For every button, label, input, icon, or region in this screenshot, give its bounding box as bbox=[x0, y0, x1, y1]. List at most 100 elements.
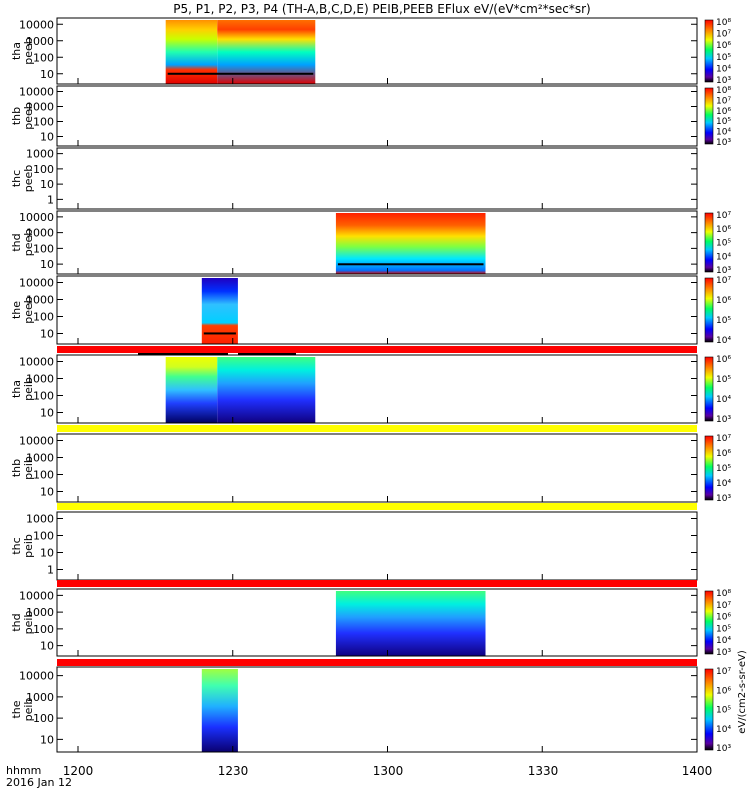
y-tick-label: 10000 bbox=[19, 589, 54, 602]
colorbar bbox=[704, 356, 714, 422]
y-axis-label: the bbox=[10, 700, 23, 718]
status-bar-yellow-2 bbox=[57, 503, 697, 510]
colorbar-tick-label: 10⁶ bbox=[716, 355, 731, 365]
colorbar-tick-label: 10⁴ bbox=[716, 64, 731, 74]
y-tick-label: 1 bbox=[47, 564, 54, 577]
panel-frame bbox=[56, 85, 698, 147]
colorbar-tick-label: 10⁵ bbox=[716, 624, 731, 634]
y-tick-label: 10000 bbox=[19, 670, 54, 683]
colorbar bbox=[704, 668, 714, 751]
colorbar-tick-label: 10⁵ bbox=[716, 375, 731, 385]
x-tick-label: 1200 bbox=[63, 764, 94, 778]
potential-trace bbox=[337, 263, 484, 266]
colorbar-tick-label: 10³ bbox=[716, 76, 731, 86]
y-axis-label: thc bbox=[10, 537, 23, 554]
y-tick-label: 1000 bbox=[26, 148, 54, 161]
panel-frame bbox=[56, 147, 698, 210]
y-axis-label: peeb bbox=[22, 37, 35, 65]
colorbar-tick-label: 10⁶ bbox=[716, 41, 731, 51]
y-tick-label: 100 bbox=[33, 390, 54, 403]
y-axis-label: thd bbox=[10, 613, 23, 631]
colorbar-tick-label: 10⁸ bbox=[716, 589, 731, 599]
colorbar-tick-label: 10⁸ bbox=[716, 86, 731, 96]
x-axis: 1200 1230 1300 1330 1400 hhmm 2016 Jan 1… bbox=[6, 764, 712, 789]
y-tick-label: 10 bbox=[40, 328, 54, 341]
colorbar-tick-label: 10⁴ bbox=[716, 725, 731, 735]
x-tick-label: 1230 bbox=[218, 764, 249, 778]
spectrogram-block bbox=[217, 357, 316, 423]
y-tick-label: 100 bbox=[33, 51, 54, 64]
y-tick-label: 1000 bbox=[26, 101, 54, 114]
y-tick-label: 100 bbox=[33, 530, 54, 543]
panel-frame bbox=[56, 17, 698, 85]
y-axis-label: thc bbox=[10, 170, 23, 187]
y-tick-label: 10000 bbox=[19, 277, 54, 290]
y-axis-label: peib bbox=[22, 611, 35, 635]
y-axis-label: peib bbox=[22, 698, 35, 722]
x-tick-label: 1400 bbox=[682, 764, 713, 778]
date-label: 2016 Jan 12 bbox=[6, 776, 72, 789]
y-tick-label: 10 bbox=[40, 258, 54, 271]
status-bar-red-3 bbox=[57, 659, 697, 666]
colorbar-tick-label: 10³ bbox=[716, 415, 731, 425]
colorbar-tick-label: 10⁶ bbox=[716, 296, 731, 306]
y-axis-label: thd bbox=[10, 233, 23, 251]
colorbar-tick-label: 10⁴ bbox=[716, 128, 731, 138]
colorbar-tick-label: 10⁵ bbox=[716, 239, 731, 249]
spectrogram-block bbox=[201, 669, 238, 752]
colorbar bbox=[704, 19, 714, 83]
y-tick-label: 10 bbox=[40, 407, 54, 420]
colorbar-title: eV/(cm2-s-sr-eV) bbox=[737, 650, 748, 734]
y-axis-label: peeb bbox=[22, 165, 35, 193]
y-tick-label: 10 bbox=[40, 640, 54, 653]
colorbar-tick-label: 10⁵ bbox=[716, 706, 731, 716]
y-axis-label: the bbox=[10, 301, 23, 319]
status-tick-1 bbox=[138, 353, 228, 355]
colorbar-tick-label: 10⁷ bbox=[716, 276, 731, 286]
y-tick-label: 10000 bbox=[19, 18, 54, 31]
y-tick-label: 100 bbox=[33, 116, 54, 129]
y-axis-label: tha bbox=[10, 380, 23, 398]
panel-the_peib: 10 100 1000 10000 the peib 10³ 10⁴ 10⁵ 10⁶ 10⁷ bbox=[10, 666, 731, 754]
colorbar-tick-label: 10⁶ bbox=[716, 686, 731, 696]
x-tick-label: 1330 bbox=[528, 764, 559, 778]
panel-frame bbox=[56, 511, 698, 581]
y-tick-label: 10000 bbox=[19, 86, 54, 99]
colorbar-tick-label: 10⁸ bbox=[716, 18, 731, 28]
spectrogram-block bbox=[335, 591, 486, 656]
panel-frame bbox=[56, 210, 698, 275]
colorbar-tick-label: 10⁴ bbox=[716, 395, 731, 405]
y-axis-label: tha bbox=[10, 42, 23, 60]
y-tick-label: 10000 bbox=[19, 356, 54, 369]
y-axis-label: peeb bbox=[22, 229, 35, 257]
y-tick-label: 10 bbox=[40, 733, 54, 746]
colorbar-tick-label: 10³ bbox=[716, 648, 731, 658]
y-axis-label: peib bbox=[22, 534, 35, 558]
colorbar bbox=[704, 277, 714, 343]
colorbar-tick-label: 10⁷ bbox=[716, 434, 731, 444]
y-tick-label: 10 bbox=[40, 68, 54, 81]
potential-trace bbox=[203, 332, 236, 335]
y-tick-label: 10000 bbox=[19, 211, 54, 224]
colorbar-tick-label: 10⁷ bbox=[716, 30, 731, 40]
y-tick-label: 1000 bbox=[26, 294, 54, 307]
colorbar-tick-label: 10⁶ bbox=[716, 613, 731, 623]
colorbar-tick-label: 10⁴ bbox=[716, 479, 731, 489]
colorbar-tick-label: 10⁷ bbox=[716, 211, 731, 221]
x-axis-unit: hhmm bbox=[6, 764, 41, 777]
panel-frame bbox=[56, 588, 698, 657]
colorbar-tick-label: 10⁴ bbox=[716, 252, 731, 262]
panel-frame bbox=[56, 354, 698, 424]
colorbar-tick-label: 10⁶ bbox=[716, 225, 731, 235]
y-tick-label: 10 bbox=[40, 178, 54, 191]
colorbar bbox=[704, 212, 714, 273]
status-bar-yellow-1 bbox=[57, 425, 697, 432]
colorbar-tick-label: 10³ bbox=[716, 138, 731, 148]
y-tick-label: 100 bbox=[33, 469, 54, 482]
